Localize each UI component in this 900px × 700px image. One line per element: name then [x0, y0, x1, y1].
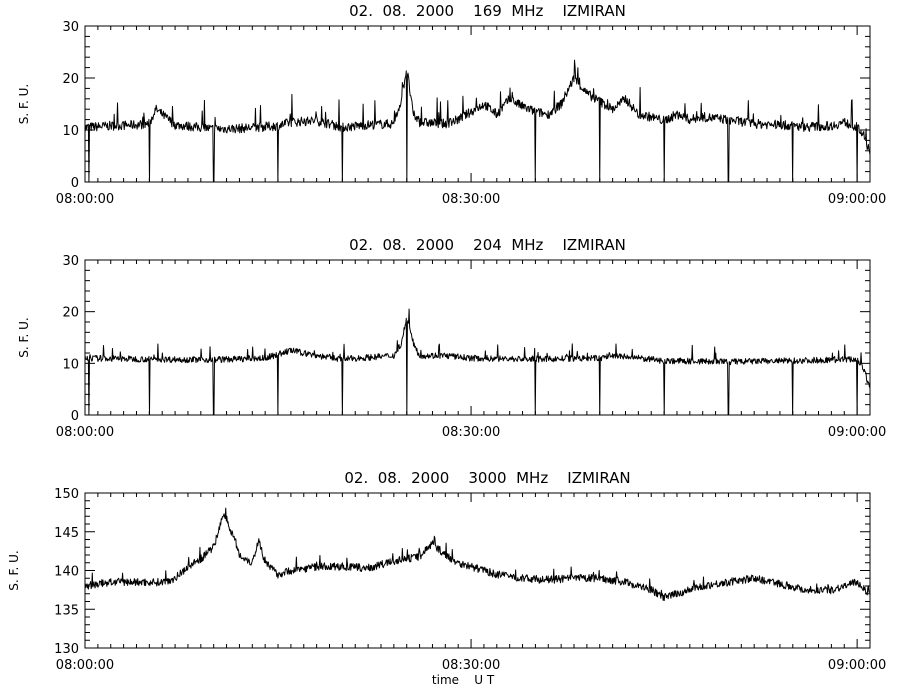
y-axis-label: S. F. U. — [17, 317, 31, 357]
panel-title: 02. 08. 2000 3000 MHz IZMIRAN — [344, 469, 630, 487]
x-tick-label: 08:30:00 — [442, 425, 500, 440]
data-point — [405, 315, 408, 318]
data-point — [405, 66, 408, 69]
x-tick-label: 08:30:00 — [442, 658, 500, 673]
x-tick-label: 08:00:00 — [56, 425, 114, 440]
series-line-1 — [84, 59, 871, 183]
panel-3: 02. 08. 2000 3000 MHz IZMIRAN 130 135 140 14… — [7, 469, 886, 687]
x-axis-label: time U T — [432, 673, 495, 687]
y-tick-label: 20 — [62, 306, 79, 321]
x-tick-label: 09:00:00 — [828, 425, 886, 440]
panel-title: 02. 08. 2000 169 MHz IZMIRAN — [349, 2, 626, 20]
plot-frame — [84, 259, 871, 416]
y-tick-label: 10 — [62, 357, 79, 372]
series-line-1 — [84, 308, 871, 416]
y-tick-label: 135 — [54, 603, 79, 618]
y-tick-label: 0 — [71, 409, 79, 424]
y-axis-label: S. F. U. — [7, 550, 21, 590]
x-tick-label: 09:00:00 — [828, 658, 886, 673]
x-tick-label: 09:00:00 — [828, 192, 886, 207]
y-tick-label: 140 — [54, 565, 79, 580]
x-tick-label: 08:30:00 — [442, 192, 500, 207]
panel-title: 02. 08. 2000 204 MHz IZMIRAN — [349, 236, 626, 254]
panel-2: 02. 08. 2000 204 MHz IZMIRAN 0 10 20 30 08:00… — [17, 236, 886, 440]
y-tick-label: 0 — [71, 176, 79, 191]
y-tick-label: 30 — [62, 20, 79, 35]
panel-1: 02. 08. 2000 169 MHz IZMIRAN 0 10 20 30 08:00… — [17, 2, 886, 207]
plot-frame — [84, 25, 871, 183]
y-tick-label: 150 — [54, 487, 79, 502]
y-tick-label: 30 — [62, 254, 79, 269]
y-tick-label: 20 — [62, 72, 79, 87]
x-tick-label: 08:00:00 — [56, 658, 114, 673]
y-tick-label: 130 — [54, 642, 79, 657]
series-line-1 — [84, 507, 871, 602]
y-tick-label: 10 — [62, 124, 79, 139]
y-axis-label: S. F. U. — [17, 84, 31, 124]
y-tick-label: 145 — [54, 526, 79, 541]
x-tick-label: 08:00:00 — [56, 192, 114, 207]
